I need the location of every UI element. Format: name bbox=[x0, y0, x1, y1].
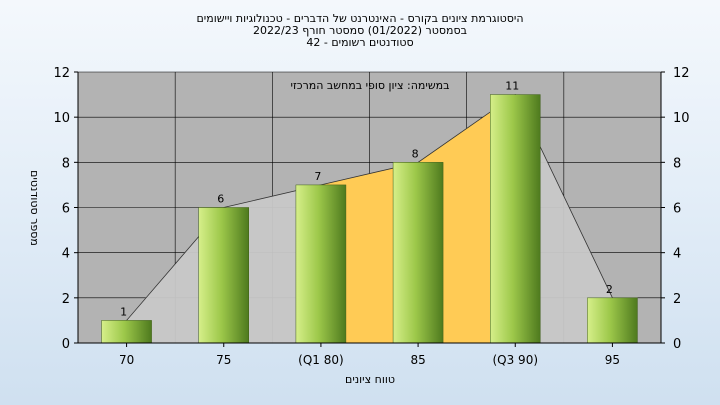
y-tick-label-left-3: 4 bbox=[62, 247, 70, 262]
chart-title-line-1: היסטוגרמת ציונים בקורס - האינטרנט של הדב… bbox=[196, 12, 523, 25]
y-tick-label-left-5: 8 bbox=[62, 156, 70, 171]
y-tick-label-right-6: 10 bbox=[673, 111, 690, 126]
data-label-2: 6 bbox=[217, 193, 224, 206]
bar-6 bbox=[587, 297, 638, 344]
x-tick-label-4: 85 bbox=[410, 353, 425, 367]
bar-3 bbox=[295, 184, 347, 344]
y-tick-label-right-3: 4 bbox=[673, 247, 681, 262]
data-label-5: 11 bbox=[505, 80, 519, 93]
y-tick-label-left-6: 10 bbox=[53, 111, 70, 126]
x-tick-label-1: 70 bbox=[119, 353, 134, 367]
y-tick-label-left-1: 0 bbox=[62, 337, 70, 352]
y-tick-label-left-7: 12 bbox=[53, 66, 70, 81]
x-axis-label: טווח ציונים bbox=[345, 373, 395, 386]
data-label-1: 1 bbox=[120, 305, 127, 318]
plot-area: 1 6 7 8 11 2 0 0 2 2 4 4 6 6 8 8 10 10 12 12 70 75 (Q1 80) 85 (Q… bbox=[53, 66, 689, 367]
chart-subtitle: במשימה: ציון סופי במחשב המרכזי bbox=[290, 79, 449, 92]
bar-2 bbox=[198, 207, 249, 344]
chart-title-line-2: בסמסטר (01/2022) סמסטר חורף 2022/23 bbox=[253, 24, 467, 37]
data-label-6: 2 bbox=[606, 283, 613, 296]
y-tick-label-right-7: 12 bbox=[673, 66, 690, 81]
y-tick-label-right-2: 2 bbox=[673, 292, 681, 307]
y-tick-label-right-4: 6 bbox=[673, 202, 681, 217]
x-tick-label-5: (Q3 90) bbox=[492, 353, 538, 367]
x-tick-label-2: 75 bbox=[216, 353, 231, 367]
data-label-4: 8 bbox=[412, 147, 419, 160]
y-tick-label-right-5: 8 bbox=[673, 156, 681, 171]
y-tick-label-left-4: 6 bbox=[62, 202, 70, 217]
bar-4 bbox=[392, 162, 444, 344]
data-label-3: 7 bbox=[314, 170, 321, 183]
y-axis-label: מספר סטודנטים bbox=[28, 170, 41, 246]
y-tick-label-left-2: 2 bbox=[62, 292, 70, 307]
x-tick-label-3: (Q1 80) bbox=[298, 353, 344, 367]
x-tick-label-6: 95 bbox=[605, 353, 620, 367]
chart-title-line-3: סטודנטים רשומים - 42 bbox=[306, 36, 413, 49]
y-tick-label-right-1: 0 bbox=[673, 337, 681, 352]
bar-5 bbox=[490, 94, 541, 344]
bar-1 bbox=[101, 320, 152, 344]
